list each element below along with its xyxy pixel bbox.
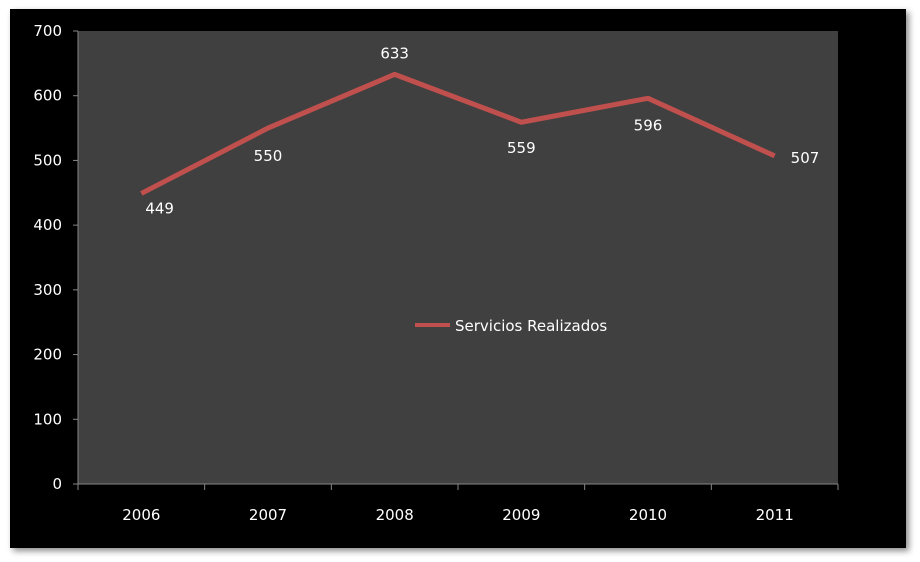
y-tick-label: 500 xyxy=(33,151,62,169)
x-tick-label: 2007 xyxy=(249,506,287,524)
y-tick-label: 100 xyxy=(33,410,62,428)
data-label: 507 xyxy=(791,149,820,167)
x-tick-label: 2011 xyxy=(756,506,794,524)
data-label: 449 xyxy=(145,199,174,217)
data-label: 596 xyxy=(634,116,663,134)
y-tick-label: 300 xyxy=(33,281,62,299)
x-tick-label: 2009 xyxy=(502,506,540,524)
data-label: 633 xyxy=(380,44,409,62)
legend-label: Servicios Realizados xyxy=(455,317,607,335)
series-line xyxy=(140,71,776,196)
x-tick-label: 2006 xyxy=(122,506,160,524)
data-label: 550 xyxy=(254,147,283,165)
y-tick-label: 700 xyxy=(33,22,62,40)
y-tick-label: 600 xyxy=(33,87,62,105)
y-tick-label: 400 xyxy=(33,216,62,234)
y-tick-label: 0 xyxy=(52,475,62,493)
x-tick-label: 2010 xyxy=(629,506,667,524)
data-label: 559 xyxy=(507,139,536,157)
plot-area xyxy=(78,31,838,484)
x-tick-label: 2008 xyxy=(376,506,414,524)
y-tick-label: 200 xyxy=(33,346,62,364)
